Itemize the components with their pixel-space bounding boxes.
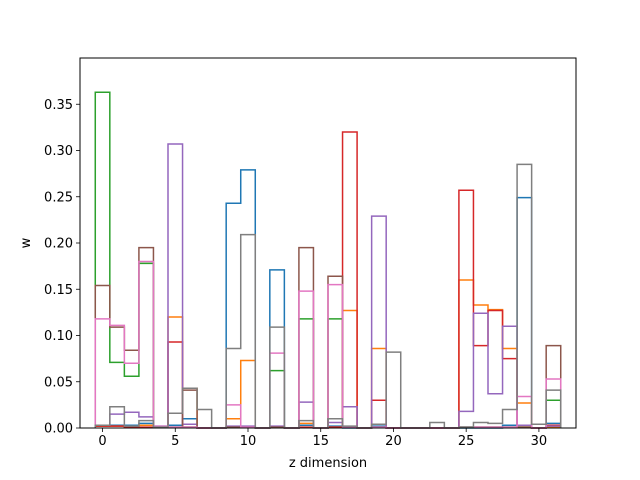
x-axis: 0 5 10 15 20 25 30 xyxy=(98,428,547,449)
x-axis-title: z dimension xyxy=(289,456,367,471)
y-tick-label: 0.25 xyxy=(44,190,73,205)
x-tick-label: 15 xyxy=(312,434,329,449)
x-tick-label: 30 xyxy=(531,434,548,449)
y-tick-label: 0.00 xyxy=(44,422,73,437)
x-tick-label: 25 xyxy=(458,434,475,449)
x-tick-label: 10 xyxy=(240,434,257,449)
y-tick-label: 0.10 xyxy=(44,329,73,344)
x-tick-label: 0 xyxy=(98,434,106,449)
y-axis: 0.00 0.05 0.10 0.15 0.20 0.25 0.30 0.35 xyxy=(44,98,80,437)
y-tick-label: 0.35 xyxy=(44,98,73,113)
series-line-7 xyxy=(94,260,562,429)
y-tick-label: 0.30 xyxy=(44,144,73,159)
x-tick-label: 5 xyxy=(171,434,179,449)
x-tick-label: 20 xyxy=(385,434,402,449)
y-axis-title: w xyxy=(19,237,34,248)
y-tick-label: 0.15 xyxy=(44,283,73,298)
y-tick-label: 0.05 xyxy=(44,375,73,390)
y-tick-label: 0.20 xyxy=(44,237,73,252)
